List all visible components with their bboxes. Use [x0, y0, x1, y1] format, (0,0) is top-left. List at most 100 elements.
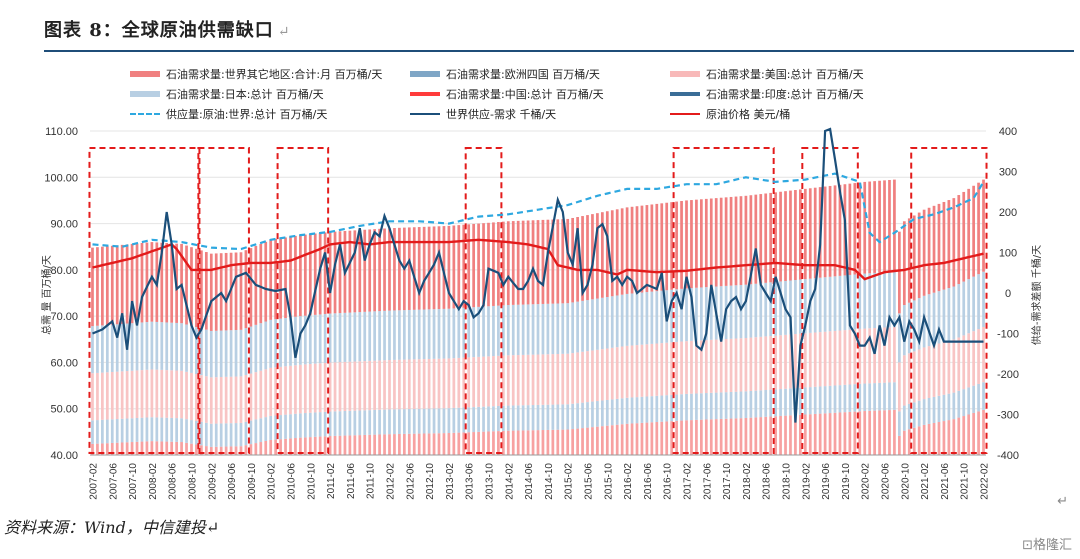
demand-bar-segment: [888, 410, 891, 455]
demand-bar-segment: [754, 337, 758, 391]
demand-bar-segment: [185, 245, 188, 325]
demand-bar-segment: [917, 349, 921, 401]
demand-bar-segment: [318, 436, 322, 455]
demand-bar-segment: [883, 272, 886, 328]
demand-bar-segment: [754, 283, 758, 338]
demand-bar-segment: [942, 289, 946, 343]
demand-bar-segment: [318, 412, 322, 437]
demand-bar-segment: [363, 361, 367, 411]
demand-bar-segment: [150, 369, 154, 418]
demand-bar-segment: [843, 330, 847, 385]
demand-bar-segment: [719, 339, 723, 393]
demand-bar-segment: [323, 232, 327, 314]
demand-bar-segment: [576, 217, 579, 302]
demand-bar-segment: [447, 433, 451, 455]
balance-line: [92, 127, 984, 423]
demand-bar-segment: [398, 433, 401, 455]
demand-bar-segment: [472, 432, 476, 455]
demand-bar-segment: [516, 304, 520, 356]
demand-bar-segment: [596, 426, 599, 455]
demand-bar-segment: [937, 203, 941, 292]
demand-bar-segment: [150, 321, 154, 370]
demand-bar-segment: [566, 353, 570, 405]
demand-bar-segment: [368, 434, 372, 455]
demand-bar-segment: [625, 293, 629, 346]
demand-bar-segment: [645, 205, 649, 293]
demand-bar-segment: [685, 200, 688, 289]
demand-bar-segment: [853, 384, 857, 412]
demand-bar-segment: [699, 393, 703, 420]
demand-bar-segment: [348, 435, 352, 455]
demand-bar-segment: [838, 275, 842, 331]
demand-bar-segment: [294, 438, 297, 455]
demand-bar-segment: [828, 331, 832, 386]
demand-bar-segment: [432, 433, 436, 455]
demand-bar-segment: [442, 308, 446, 359]
demand-bar-segment: [101, 325, 104, 373]
demand-bar-segment: [318, 314, 322, 364]
demand-bar-segment: [769, 389, 773, 417]
demand-bar-segment: [625, 207, 629, 294]
demand-bar-segment: [764, 336, 768, 391]
demand-bar-segment: [442, 433, 446, 455]
demand-bar-segment: [808, 387, 812, 415]
demand-bar-segment: [620, 346, 624, 399]
demand-bar-segment: [640, 344, 644, 397]
demand-bar-segment: [902, 221, 906, 306]
demand-bar-segment: [675, 420, 678, 455]
demand-bar-segment: [373, 360, 377, 410]
demand-bar-segment: [586, 351, 589, 403]
demand-bar-segment: [739, 391, 743, 419]
demand-bar-segment: [244, 374, 248, 422]
demand-bar-segment: [284, 366, 287, 415]
demand-bar-segment: [769, 282, 773, 337]
demand-bar-segment: [115, 324, 119, 372]
demand-bar-segment: [680, 201, 683, 289]
demand-bar-segment: [353, 410, 357, 436]
x-tick-label: 2010-02: [267, 463, 278, 500]
demand-bar-segment: [140, 441, 144, 455]
demand-bar-segment: [442, 358, 446, 409]
demand-bar-segment: [511, 405, 515, 431]
legend-demand-europe: 石油需求量:欧洲四国 百万桶/天: [410, 66, 600, 82]
demand-bar-segment: [284, 317, 287, 367]
demand-bar-segment: [744, 391, 748, 418]
demand-bar-segment: [190, 325, 193, 373]
right-tick-label: 300: [999, 167, 1017, 179]
demand-bar-segment: [279, 415, 282, 440]
demand-bar-segment: [363, 311, 367, 362]
demand-bar-segment: [690, 288, 693, 341]
demand-bar-segment: [670, 342, 674, 395]
demand-bar-segment: [531, 354, 535, 406]
demand-bar-segment: [803, 387, 807, 415]
demand-bar-segment: [863, 328, 867, 384]
demand-bar-segment: [204, 376, 208, 423]
demand-bar-segment: [794, 190, 797, 281]
demand-bar-segment: [912, 402, 916, 428]
demand-bar-segment: [447, 408, 451, 434]
demand-bar-segment: [338, 231, 342, 314]
legend-demand-china: 石油需求量:中国:总计 百万桶/天: [410, 86, 604, 102]
demand-bar-segment: [719, 197, 723, 287]
demand-bar-segment: [779, 335, 782, 390]
demand-bar-segment: [546, 219, 550, 304]
demand-bar-segment: [709, 339, 713, 393]
demand-bar-segment: [105, 372, 109, 420]
demand-bar-segment: [115, 442, 119, 455]
demand-bar-segment: [962, 335, 966, 390]
demand-bar-segment: [709, 419, 713, 455]
demand-bar-segment: [650, 422, 654, 455]
demand-bar-segment: [125, 371, 129, 419]
demand-bar-segment: [214, 253, 218, 331]
demand-bar-segment: [289, 236, 292, 318]
demand-bar-segment: [779, 191, 782, 282]
demand-bar-segment: [922, 347, 926, 400]
demand-bar-segment: [398, 310, 401, 360]
demand-bar-segment: [640, 205, 644, 293]
demand-bar-segment: [467, 224, 471, 308]
demand-bar-segment: [878, 180, 881, 273]
demand-bar-segment: [467, 407, 471, 433]
demand-bar-segment: [655, 395, 659, 423]
demand-bar-segment: [353, 435, 357, 455]
demand-bar-segment: [591, 350, 594, 402]
